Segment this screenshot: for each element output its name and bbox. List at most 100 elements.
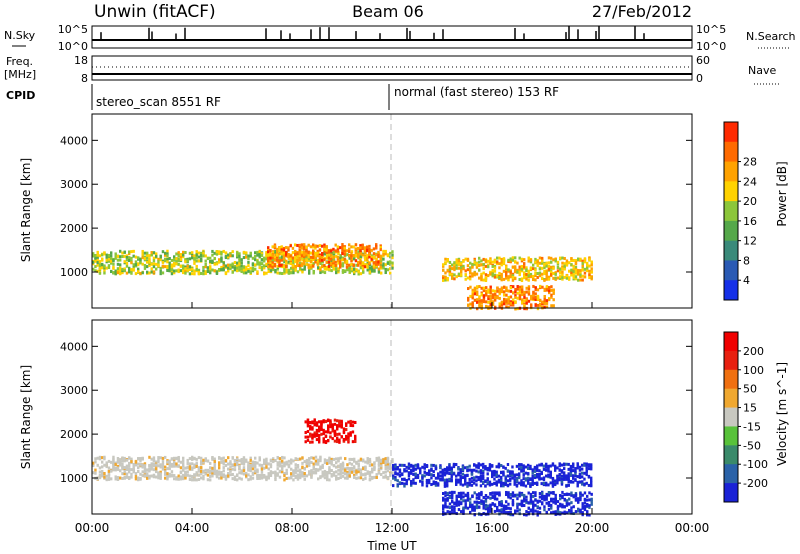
echo-cell xyxy=(425,472,429,476)
colorbar-frame xyxy=(723,331,739,503)
echo-cell xyxy=(339,472,342,476)
echo-cell xyxy=(332,250,336,254)
echo-cell xyxy=(368,255,371,259)
echo-cell xyxy=(550,288,553,292)
echo-cell xyxy=(320,421,323,425)
echo-cell xyxy=(451,511,454,515)
echo-cell xyxy=(559,494,562,498)
echo-cell xyxy=(119,258,122,262)
echo-cell xyxy=(530,303,533,307)
echo-cell xyxy=(551,476,555,480)
echo-cell xyxy=(287,459,291,463)
echo-cell xyxy=(294,457,297,461)
echo-cell xyxy=(493,269,497,273)
echo-cell xyxy=(550,256,553,260)
echo-cell xyxy=(421,483,424,487)
echo-cell xyxy=(218,456,221,460)
echo-cell xyxy=(148,474,151,478)
echo-cell xyxy=(477,466,480,470)
echo-cell xyxy=(466,498,470,502)
echo-cell xyxy=(310,460,313,464)
echo-cell xyxy=(414,472,417,476)
echo-cell xyxy=(155,252,158,256)
echo-cell xyxy=(507,278,510,282)
echo-cell xyxy=(461,476,465,480)
echo-cell xyxy=(469,261,472,265)
echo-cell xyxy=(386,462,390,466)
echo-cell xyxy=(487,509,490,513)
echo-cell xyxy=(309,265,313,269)
echo-cell xyxy=(348,247,351,251)
echo-cell xyxy=(137,270,140,274)
echo-cell xyxy=(568,497,571,501)
echo-cell xyxy=(495,481,498,485)
echo-cell xyxy=(166,254,169,258)
echo-cell xyxy=(227,266,230,270)
echo-cell xyxy=(581,274,584,278)
echo-cell xyxy=(479,475,483,479)
echo-cell xyxy=(467,296,470,300)
echo-cell xyxy=(321,244,324,248)
echo-cell xyxy=(560,474,564,478)
echo-cell xyxy=(105,258,108,262)
echo-cell xyxy=(249,465,252,469)
echo-cell xyxy=(251,462,255,466)
echo-cell xyxy=(493,275,497,279)
echo-cell xyxy=(137,263,140,267)
echo-cell xyxy=(511,476,514,480)
x-axis-ticks: 00:00 04:00 08:00 12:00 16:00 20:00 00:00 xyxy=(75,521,710,535)
echo-cell xyxy=(538,499,542,503)
echo-cell xyxy=(348,250,351,254)
echo-cell xyxy=(274,473,277,477)
echo-cell xyxy=(464,257,467,261)
echo-cell xyxy=(299,476,302,480)
echo-cell xyxy=(475,262,479,266)
echo-cell xyxy=(182,255,185,259)
echo-cell xyxy=(442,504,445,508)
echo-cell xyxy=(496,505,499,509)
echo-cell xyxy=(482,471,485,475)
echo-cell xyxy=(184,251,187,255)
echo-cell xyxy=(511,494,515,498)
echo-cell xyxy=(568,508,571,512)
echo-cell xyxy=(502,508,506,512)
echo-cell xyxy=(379,248,382,252)
echo-cell xyxy=(403,463,406,467)
echo-cell xyxy=(538,256,542,260)
echo-cell xyxy=(583,271,587,275)
echo-cell xyxy=(491,502,494,506)
echo-cell xyxy=(416,475,420,479)
echo-cell xyxy=(494,289,497,293)
echo-cell xyxy=(389,262,392,266)
echo-cell xyxy=(283,478,286,482)
echo-cell xyxy=(346,470,349,474)
sky-left-label: N.Sky xyxy=(4,29,36,42)
echo-cell xyxy=(523,265,526,269)
colorbar-tick-label: 12 xyxy=(743,235,757,248)
echo-cell xyxy=(559,267,562,271)
echo-cell xyxy=(281,467,284,471)
echo-cell xyxy=(375,476,378,480)
echo-cell xyxy=(405,465,408,469)
echo-cell xyxy=(556,262,560,266)
echo-cell xyxy=(166,473,169,477)
echo-cell xyxy=(536,307,540,311)
echo-cell xyxy=(576,480,579,484)
echo-cell xyxy=(231,472,234,476)
echo-cell xyxy=(220,252,223,256)
echo-cell xyxy=(132,254,135,258)
station-title: Unwin (fitACF) xyxy=(94,2,216,22)
echo-cell xyxy=(313,423,316,427)
echo-cell xyxy=(442,496,445,500)
echo-cell xyxy=(572,267,575,271)
echo-cell xyxy=(407,462,411,466)
echo-cell xyxy=(478,268,481,272)
echo-cell xyxy=(371,475,374,479)
echo-cell xyxy=(281,461,284,465)
echo-cell xyxy=(139,259,142,263)
echo-cell xyxy=(560,470,564,474)
echo-cell xyxy=(96,255,99,259)
echo-cell xyxy=(545,305,549,309)
echo-cell xyxy=(534,278,537,282)
echo-cell xyxy=(536,511,539,515)
